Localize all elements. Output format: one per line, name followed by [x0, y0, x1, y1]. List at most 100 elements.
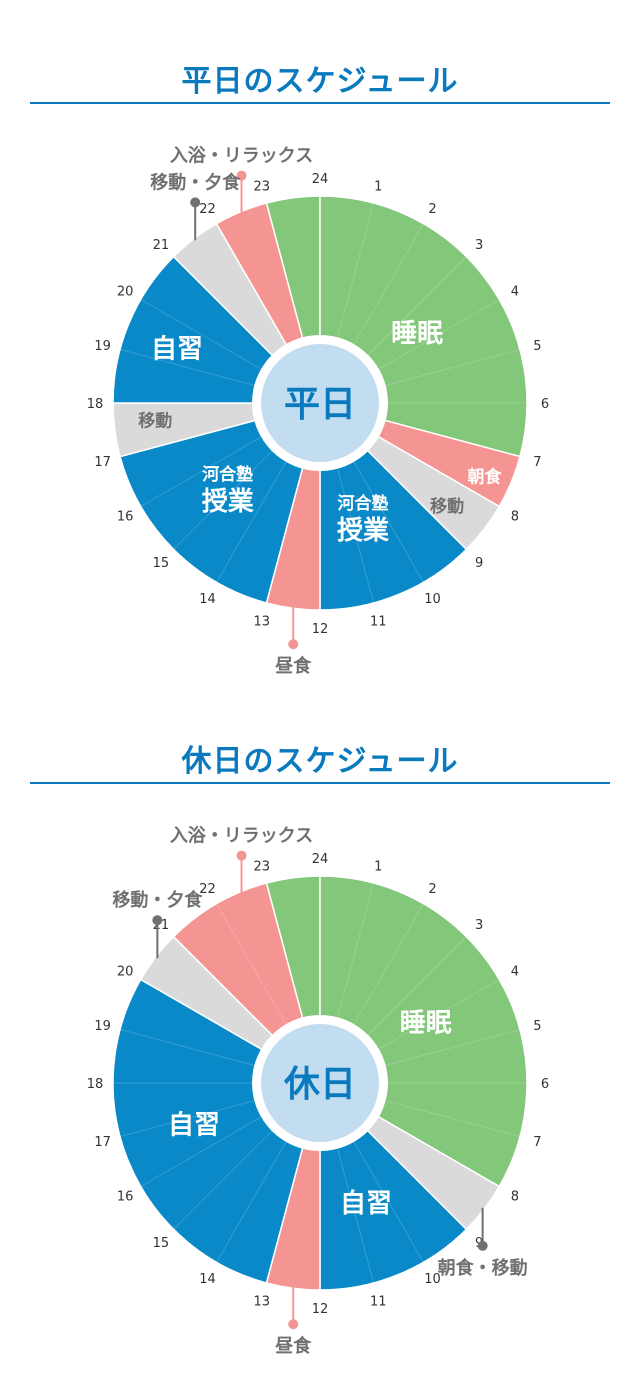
hour-tick-label: 15	[153, 1236, 170, 1251]
hour-tick-label: 19	[94, 1019, 111, 1034]
callout-dot	[236, 170, 247, 181]
hour-divider	[265, 882, 303, 1018]
hour-divider	[385, 420, 521, 458]
hour-divider	[119, 1028, 255, 1066]
hour-tick-label: 18	[87, 397, 104, 412]
hour-tick-label: 14	[199, 592, 216, 607]
callout-label: 入浴・リラックス	[170, 826, 313, 847]
hour-divider	[378, 979, 500, 1050]
hour-divider	[119, 348, 255, 386]
hour-divider	[216, 1141, 287, 1263]
center-disc	[261, 1024, 379, 1142]
hour-divider	[216, 461, 287, 583]
segment-label: 移動	[430, 496, 464, 517]
hour-divider	[173, 1130, 273, 1230]
callout-dot	[477, 1240, 488, 1251]
segment-label: 自習	[340, 1188, 392, 1219]
callout-dot	[190, 197, 201, 208]
hour-divider	[353, 461, 424, 583]
hour-divider	[367, 450, 467, 550]
hour-tick-label: 11	[370, 614, 387, 629]
hour-divider	[140, 1116, 262, 1187]
callout-label: 昼食	[275, 655, 312, 677]
hour-tick-label: 2	[428, 202, 436, 217]
hour-tick-label: 14	[199, 1272, 216, 1287]
hour-divider	[216, 903, 287, 1025]
hour-tick-label: 9	[475, 556, 483, 571]
hour-tick-label: 24	[312, 172, 329, 187]
center-label: 休日	[283, 1064, 356, 1105]
hour-divider	[337, 1148, 375, 1284]
center-label: 平日	[284, 384, 356, 425]
callout-label: 昼食	[275, 1335, 312, 1357]
title-rule	[30, 102, 610, 104]
segment-label: 河合塾	[338, 493, 389, 514]
callout-label: 入浴・リラックス	[170, 146, 313, 167]
hour-divider	[353, 223, 424, 345]
segment-label: 朝食	[468, 466, 503, 487]
hour-divider	[367, 936, 467, 1036]
hour-divider	[385, 1100, 521, 1138]
hour-tick-label: 16	[117, 1190, 134, 1205]
callout-label: 移動・夕食	[112, 889, 203, 911]
title-rule	[30, 782, 610, 784]
hour-divider	[173, 936, 273, 1036]
hour-tick-label: 19	[94, 339, 111, 354]
chart-title: 休日のスケジュール	[181, 744, 459, 779]
hour-tick-label: 20	[117, 965, 134, 980]
hour-tick-label: 8	[511, 510, 519, 525]
hour-tick-label: 8	[511, 1190, 519, 1205]
hour-tick-label: 7	[533, 455, 541, 470]
hour-tick-label: 12	[312, 622, 329, 637]
hour-divider	[378, 436, 500, 507]
hour-tick-label: 6	[541, 397, 549, 412]
hour-tick-label: 4	[511, 285, 519, 300]
chart-title: 平日のスケジュール	[181, 64, 459, 99]
hour-tick-label: 7	[533, 1135, 541, 1150]
hour-tick-label: 10	[424, 592, 441, 607]
hour-divider	[119, 420, 255, 458]
hour-tick-label: 3	[475, 918, 483, 933]
weekday-schedule-chart: 平日24123456789101112131415161718192021222…	[87, 146, 549, 678]
hour-divider	[337, 468, 375, 604]
hour-tick-label: 15	[153, 556, 170, 571]
hour-tick-label: 5	[533, 339, 541, 354]
hour-tick-label: 24	[312, 852, 329, 867]
hour-tick-label: 11	[370, 1294, 387, 1309]
hour-tick-label: 1	[374, 860, 382, 875]
segment-label: 移動	[138, 410, 172, 431]
center-disc	[261, 344, 379, 462]
hour-divider	[265, 468, 303, 604]
callout-label: 朝食・移動	[438, 1257, 528, 1279]
segment-label: 河合塾	[202, 464, 253, 485]
callout-dot	[152, 915, 163, 926]
hour-tick-label: 23	[253, 860, 270, 875]
hour-tick-label: 17	[94, 455, 111, 470]
segment-label: 睡眠	[400, 1008, 452, 1038]
hour-tick-label: 4	[511, 965, 519, 980]
segment-label: 睡眠	[391, 319, 443, 349]
hour-divider	[353, 903, 424, 1025]
hour-tick-label: 5	[533, 1019, 541, 1034]
hour-divider	[119, 1100, 255, 1138]
segment-label: 自習	[168, 1109, 220, 1140]
hour-tick-label: 18	[87, 1077, 104, 1092]
hour-tick-label: 22	[199, 202, 216, 217]
hour-tick-label: 13	[253, 614, 270, 629]
hour-divider	[140, 979, 262, 1050]
hour-tick-label: 13	[253, 1294, 270, 1309]
segments	[112, 195, 528, 611]
hour-divider	[367, 1130, 467, 1230]
hour-tick-label: 16	[117, 510, 134, 525]
hour-tick-label: 17	[94, 1135, 111, 1150]
hour-divider	[140, 299, 262, 370]
segment-sublabel: 授業	[202, 487, 254, 517]
holiday-schedule-chart: 休日24123456789101112131415161718192021222…	[87, 826, 549, 1358]
hour-tick-label: 10	[424, 1272, 441, 1287]
hour-divider	[265, 202, 303, 338]
holiday-section: 休日のスケジュール 休日2412345678910111213141516171…	[0, 700, 640, 1400]
segments	[112, 875, 528, 1291]
hour-divider	[385, 348, 521, 386]
hour-divider	[367, 256, 467, 356]
hour-tick-label: 6	[541, 1077, 549, 1092]
